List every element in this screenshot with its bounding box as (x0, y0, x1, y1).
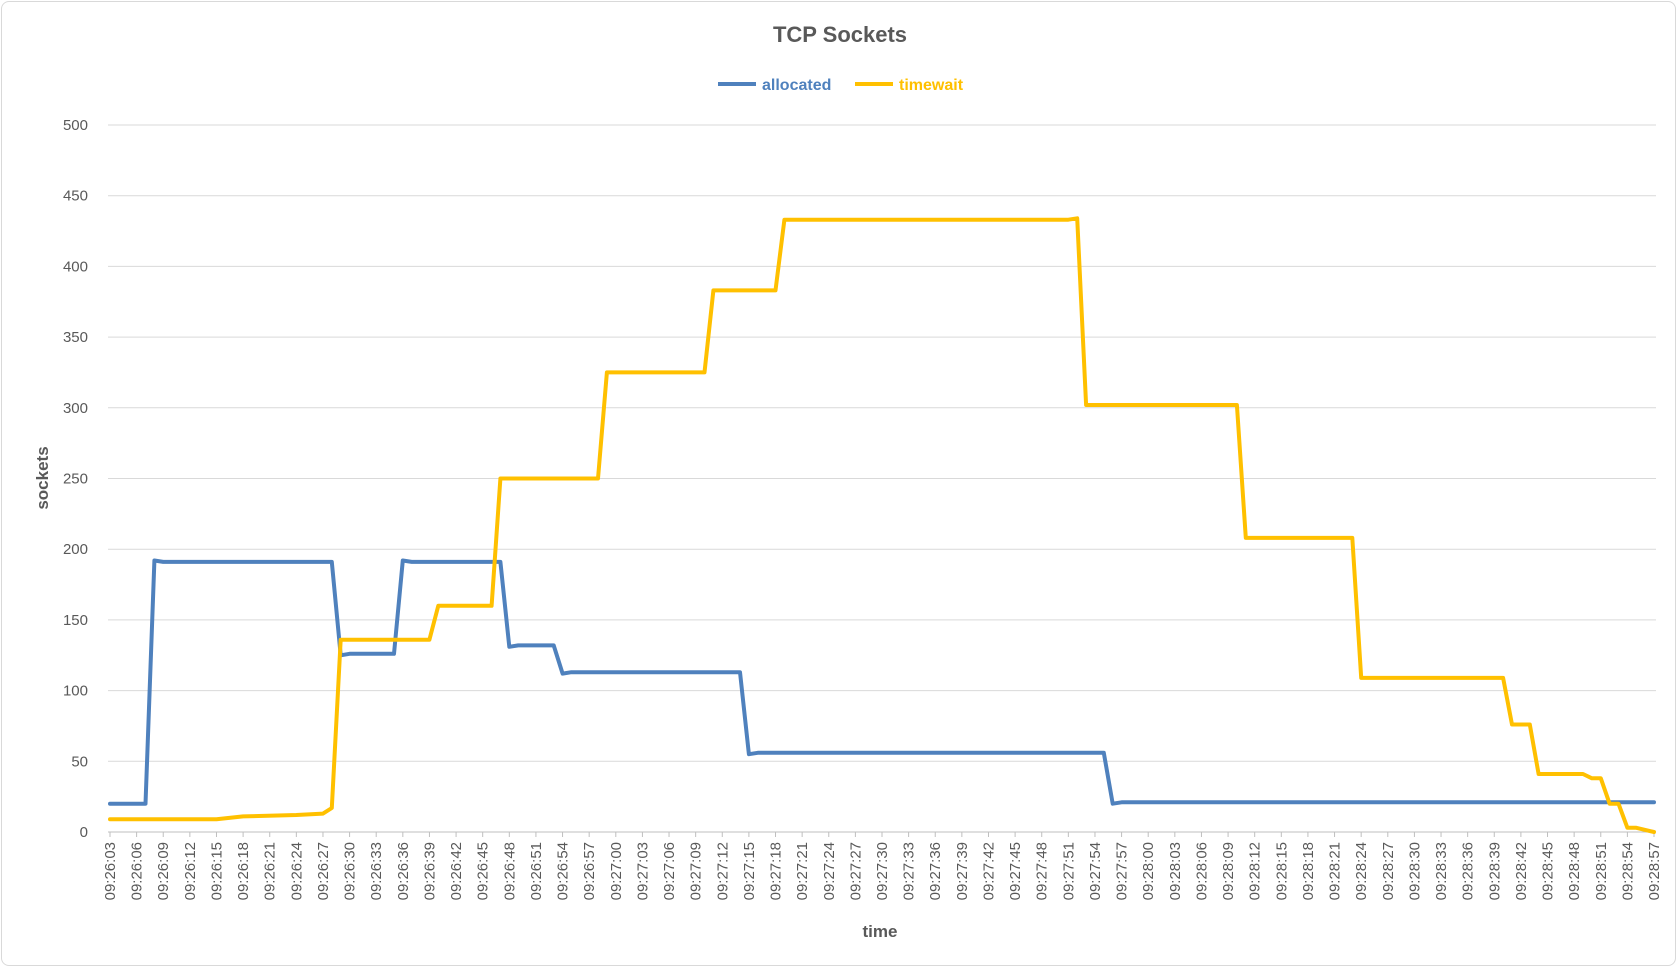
y-tick-label: 250 (63, 471, 88, 488)
x-tick-label: 09:28:21 (1327, 842, 1344, 900)
x-tick-label: 09:26:30 (342, 842, 359, 900)
series-line-timewait (108, 216, 1656, 834)
x-tick-label: 09:28:03 (1167, 842, 1184, 900)
x-tick-label: 09:27:45 (1007, 842, 1024, 900)
y-tick-label: 100 (63, 683, 88, 700)
x-tick-label: 09:26:36 (395, 842, 412, 900)
x-tick-label: 09:28:54 (1619, 842, 1636, 900)
x-tick-label: 09:28:57 (1646, 842, 1663, 900)
y-tick-label: 350 (63, 329, 88, 346)
x-tick-label: 09:28:27 (1380, 842, 1397, 900)
x-tick-label: 09:28:24 (1353, 842, 1370, 900)
x-axis-title: time (863, 922, 898, 941)
x-tick-label: 09:26:24 (288, 842, 305, 900)
x-tick-label: 09:26:09 (155, 842, 172, 900)
x-axis-tick-labels: 09:26:03 09:26:06 09:26:09 09:26:12 09:26:15… (102, 832, 1663, 900)
x-tick-label: 09:27:30 (874, 842, 891, 900)
gridlines (108, 124, 1656, 833)
x-tick-label: 09:27:48 (1034, 842, 1051, 900)
x-tick-label: 09:26:42 (448, 842, 465, 900)
x-tick-label: 09:28:06 (1193, 842, 1210, 900)
x-tick-label: 09:27:33 (901, 842, 918, 900)
series-line-allocated (108, 558, 1656, 806)
series-lines (108, 216, 1656, 834)
x-tick-label: 09:27:06 (661, 842, 678, 900)
x-tick-label: 09:26:48 (501, 842, 518, 900)
x-tick-label: 09:28:09 (1220, 842, 1237, 900)
y-tick-label: 400 (63, 258, 88, 275)
x-tick-label: 09:28:39 (1486, 842, 1503, 900)
y-tick-label: 450 (63, 188, 88, 205)
x-tick-label: 09:26:51 (528, 842, 545, 900)
x-tick-label: 09:28:00 (1140, 842, 1157, 900)
x-tick-label: 09:26:33 (368, 842, 385, 900)
x-tick-label: 09:28:45 (1540, 842, 1557, 900)
x-tick-label: 09:26:45 (475, 842, 492, 900)
x-tick-label: 09:26:27 (315, 842, 332, 900)
x-tick-label: 09:28:48 (1566, 842, 1583, 900)
y-tick-label: 300 (63, 400, 88, 417)
x-tick-label: 09:27:51 (1060, 842, 1077, 900)
x-tick-label: 09:27:12 (714, 842, 731, 900)
x-tick-label: 09:28:12 (1247, 842, 1264, 900)
x-tick-label: 09:27:24 (821, 842, 838, 900)
x-tick-label: 09:27:03 (634, 842, 651, 900)
x-tick-label: 09:28:30 (1406, 842, 1423, 900)
x-tick-label: 09:27:39 (954, 842, 971, 900)
y-tick-label: 50 (71, 753, 88, 770)
x-tick-label: 09:26:18 (235, 842, 252, 900)
x-tick-label: 09:27:21 (794, 842, 811, 900)
x-tick-label: 09:26:57 (581, 842, 598, 900)
legend-label-timewait: timewait (899, 77, 964, 94)
x-tick-label: 09:26:54 (555, 842, 572, 900)
x-tick-label: 09:26:12 (182, 842, 199, 900)
x-tick-label: 09:26:21 (262, 842, 279, 900)
y-tick-label: 150 (63, 612, 88, 629)
x-tick-label: 09:27:42 (980, 842, 997, 900)
x-tick-label: 09:28:18 (1300, 842, 1317, 900)
x-tick-label: 09:28:15 (1273, 842, 1290, 900)
x-tick-label: 09:27:00 (608, 842, 625, 900)
x-tick-label: 09:27:57 (1114, 842, 1131, 900)
x-tick-label: 09:28:36 (1460, 842, 1477, 900)
x-tick-label: 09:27:54 (1087, 842, 1104, 900)
x-tick-label: 09:27:18 (768, 842, 785, 900)
x-tick-label: 09:27:15 (741, 842, 758, 900)
legend: allocated timewait (718, 77, 964, 94)
x-tick-label: 09:28:33 (1433, 842, 1450, 900)
x-tick-label: 09:26:06 (129, 842, 146, 900)
y-tick-label: 500 (63, 117, 88, 134)
x-tick-label: 09:27:09 (688, 842, 705, 900)
y-tick-label: 0 (80, 824, 88, 841)
x-tick-label: 09:28:51 (1593, 842, 1610, 900)
x-tick-label: 09:27:36 (927, 842, 944, 900)
legend-label-allocated: allocated (762, 77, 831, 94)
x-tick-label: 09:27:27 (847, 842, 864, 900)
x-tick-label: 09:28:42 (1513, 842, 1530, 900)
x-tick-label: 09:26:03 (102, 842, 119, 900)
chart-title: TCP Sockets (773, 22, 907, 47)
y-axis-tick-labels: 0 50 100 150 200 250 300 350 400 450 500 (63, 117, 88, 841)
x-tick-label: 09:26:15 (208, 842, 225, 900)
y-tick-label: 200 (63, 541, 88, 558)
y-axis-title: sockets (33, 446, 52, 509)
x-tick-label: 09:26:39 (421, 842, 438, 900)
